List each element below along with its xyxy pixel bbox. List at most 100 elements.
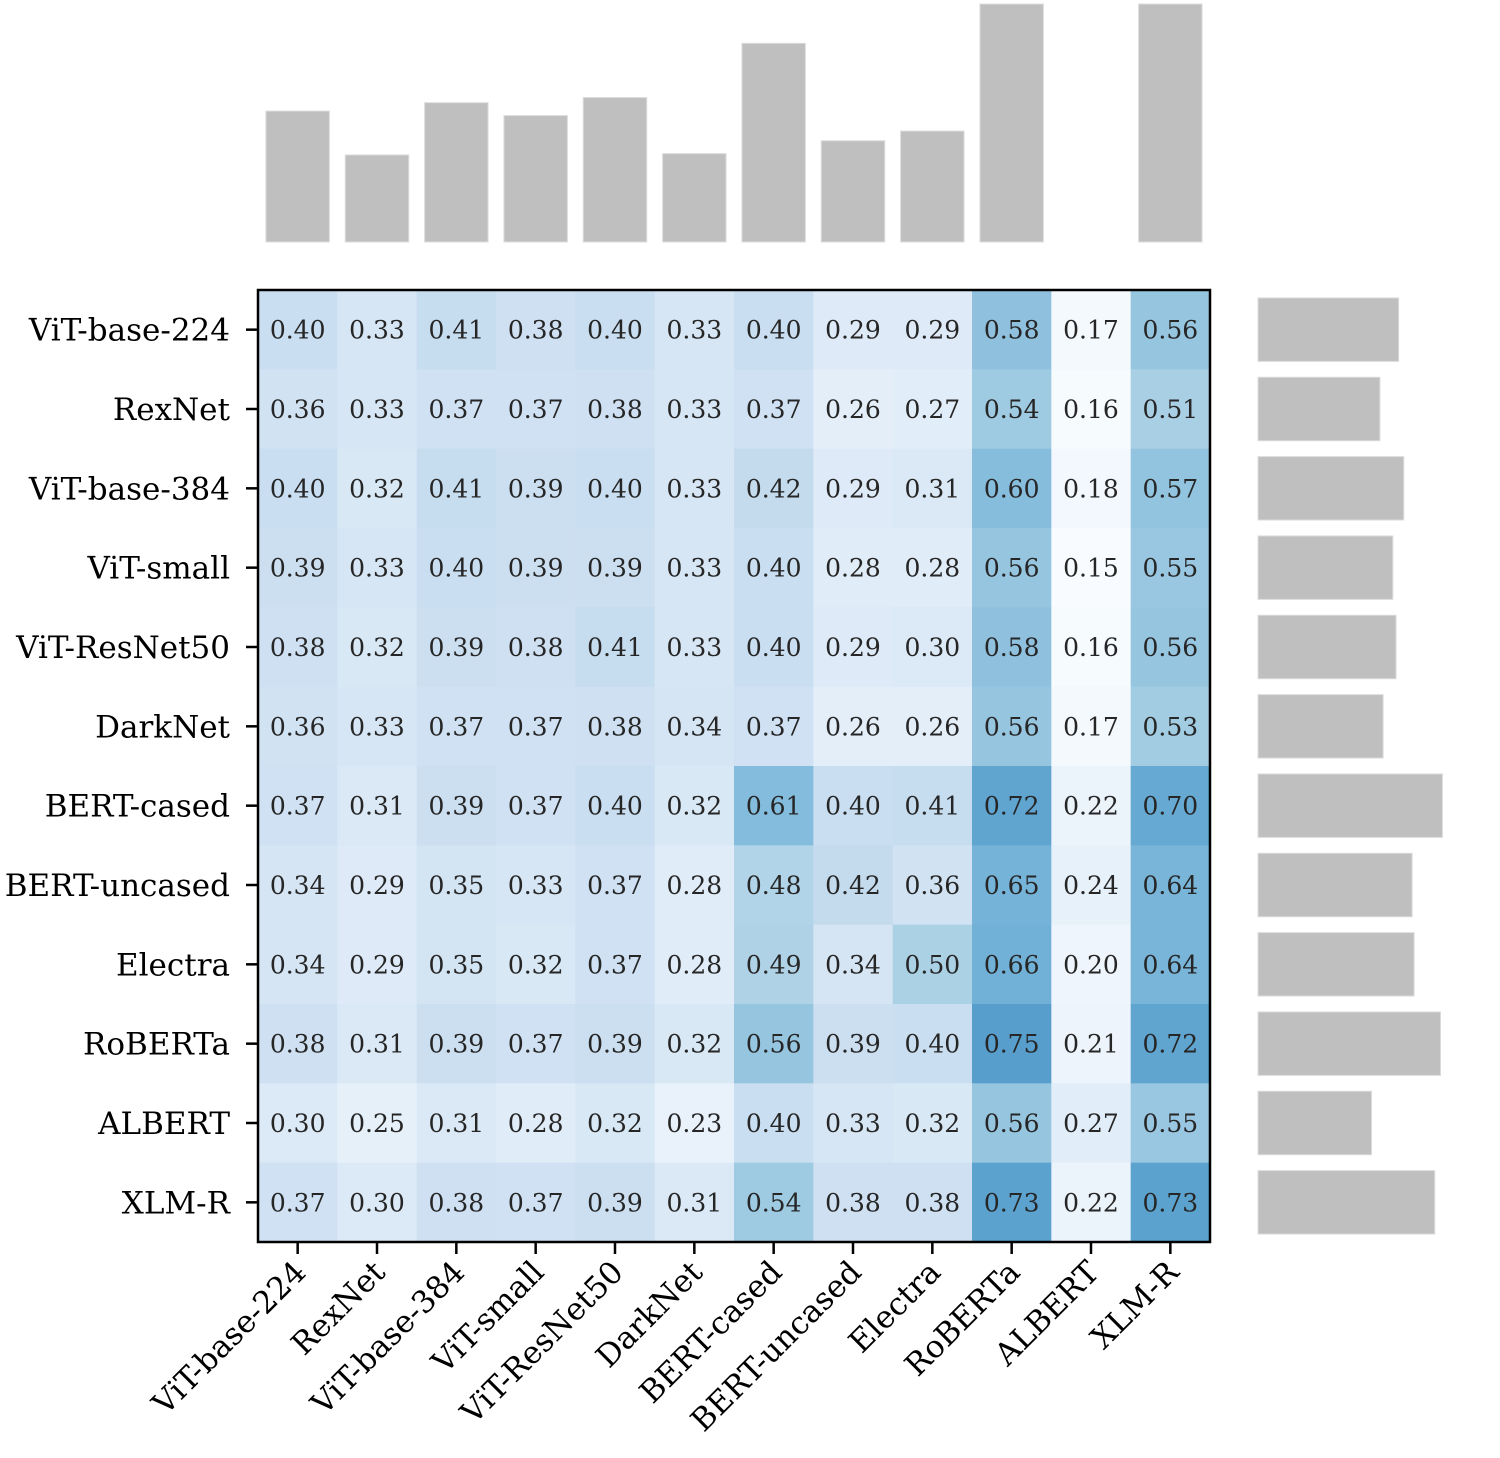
cell-value-label: 0.73	[984, 1188, 1040, 1217]
heatmap-cell	[575, 607, 656, 688]
cell-value-label: 0.35	[428, 950, 484, 979]
heatmap-cell	[972, 845, 1052, 926]
cell-value-label: 0.37	[746, 395, 802, 424]
heatmap-cell	[813, 448, 894, 529]
y-tick-label: ViT-base-224	[28, 313, 230, 349]
heatmap-cell	[258, 845, 338, 926]
heatmap-cell	[416, 607, 497, 688]
heatmap-cell	[337, 528, 418, 608]
heatmap-cells: 0.40 0.33 0.41 0.38 0.40 0.33 0.40 0.29 0.29 0.58…	[258, 290, 1211, 1243]
cell-value-label: 0.26	[825, 395, 881, 424]
cell-value-label: 0.39	[508, 474, 564, 503]
heatmap-cell	[1051, 686, 1132, 767]
cell-value-label: 0.38	[428, 1188, 484, 1217]
top-bar	[582, 97, 648, 243]
heatmap-cell	[734, 766, 814, 846]
cell-value-label: 0.15	[1063, 554, 1119, 583]
cell-value-label: 0.64	[1142, 871, 1198, 900]
heatmap-cell	[972, 1004, 1052, 1084]
heatmap-cell	[892, 1083, 973, 1164]
cell-value-label: 0.25	[349, 1109, 405, 1138]
cell-value-label: 0.39	[587, 1188, 643, 1217]
cell-value-label: 0.50	[904, 950, 960, 979]
heatmap-cell	[258, 766, 338, 846]
cell-value-label: 0.36	[270, 712, 326, 741]
heatmap-cell	[813, 607, 894, 688]
cell-value-label: 0.41	[428, 316, 484, 345]
cell-value-label: 0.37	[508, 395, 564, 424]
heatmap-cell	[416, 290, 497, 370]
right-bar	[1257, 614, 1397, 680]
cell-value-label: 0.70	[1142, 792, 1198, 821]
y-tick-label: BERT-cased	[45, 789, 230, 825]
cell-value-label: 0.31	[666, 1188, 722, 1217]
cell-value-label: 0.32	[904, 1109, 960, 1138]
heatmap-cell	[892, 369, 973, 450]
heatmap-cell	[416, 528, 497, 608]
cell-value-label: 0.56	[984, 554, 1040, 583]
heatmap-cell	[1130, 924, 1211, 1005]
cell-value-label: 0.56	[984, 1109, 1040, 1138]
heatmap-cell	[972, 369, 1052, 450]
cell-value-label: 0.28	[508, 1109, 564, 1138]
heatmap-cell	[258, 448, 338, 529]
heatmap-cell	[892, 766, 973, 846]
right-bar	[1257, 773, 1443, 838]
cell-value-label: 0.34	[270, 950, 326, 979]
cell-value-label: 0.39	[428, 633, 484, 662]
heatmap-cell	[496, 766, 576, 846]
cell-value-label: 0.22	[1063, 792, 1119, 821]
heatmap-cell	[813, 1004, 894, 1084]
heatmap-cell	[416, 1004, 497, 1084]
heatmap-cell	[1051, 924, 1132, 1005]
heatmap-cell	[1051, 607, 1132, 688]
cell-value-label: 0.30	[270, 1109, 326, 1138]
cell-value-label: 0.16	[1063, 395, 1119, 424]
cell-value-label: 0.22	[1063, 1188, 1119, 1217]
cell-value-label: 0.29	[349, 871, 405, 900]
cell-value-label: 0.58	[984, 633, 1040, 662]
cell-value-label: 0.20	[1063, 950, 1119, 979]
cell-value-label: 0.27	[1063, 1109, 1119, 1138]
heatmap-cell	[972, 290, 1052, 370]
cell-value-label: 0.40	[270, 316, 326, 345]
cell-value-label: 0.37	[746, 712, 802, 741]
cell-value-label: 0.33	[508, 871, 564, 900]
cell-value-label: 0.17	[1063, 316, 1119, 345]
heatmap-cell	[1130, 766, 1211, 846]
heatmap-cell	[496, 290, 576, 370]
heatmap-cell	[813, 1083, 894, 1164]
cell-value-label: 0.39	[825, 1030, 881, 1059]
heatmap-cell	[1051, 766, 1132, 846]
right-bar	[1257, 297, 1400, 362]
cell-value-label: 0.32	[349, 474, 405, 503]
cell-value-label: 0.73	[1142, 1188, 1198, 1217]
cell-value-label: 0.33	[349, 712, 405, 741]
cell-value-label: 0.38	[508, 316, 564, 345]
x-axis: ViT-base-224RexNetViT-base-384ViT-smallV…	[145, 1242, 1187, 1439]
cell-value-label: 0.29	[825, 633, 881, 662]
cell-value-label: 0.37	[270, 792, 326, 821]
cell-value-label: 0.40	[746, 1109, 802, 1138]
cell-value-label: 0.16	[1063, 633, 1119, 662]
cell-value-label: 0.32	[666, 792, 722, 821]
heatmap-cell	[892, 845, 973, 926]
heatmap-cell	[575, 1162, 656, 1243]
heatmap-cell	[337, 924, 418, 1005]
heatmap-cell	[258, 1083, 338, 1164]
heatmap-cell	[654, 924, 735, 1005]
top-bar	[900, 130, 965, 243]
cell-value-label: 0.31	[349, 1030, 405, 1059]
cell-value-label: 0.40	[746, 554, 802, 583]
heatmap-cell	[813, 766, 894, 846]
heatmap-cell	[337, 1162, 418, 1243]
heatmap-cell	[575, 1004, 656, 1084]
heatmap-cell	[813, 1162, 894, 1243]
top-bar	[820, 140, 886, 243]
heatmap-cell	[496, 1162, 576, 1243]
y-tick-label: ViT-ResNet50	[15, 630, 230, 666]
cell-value-label: 0.42	[746, 474, 802, 503]
heatmap-cell	[654, 1083, 735, 1164]
top-bar	[741, 42, 806, 243]
